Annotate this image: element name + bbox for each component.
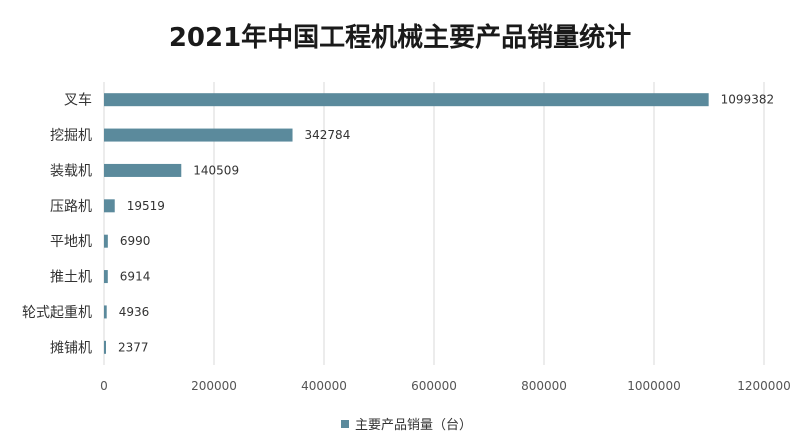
x-tick-label: 1200000 (737, 379, 790, 393)
legend: 主要产品销量（台） (341, 418, 472, 433)
category-label: 装载机 (50, 163, 92, 179)
value-label: 342784 (305, 128, 351, 142)
value-label: 6990 (120, 234, 151, 248)
chart-title: 2021年中国工程机械主要产品销量统计 (169, 22, 631, 53)
x-tick-label: 800000 (521, 379, 567, 393)
legend-swatch (341, 420, 349, 428)
category-label: 平地机 (50, 234, 92, 250)
bars (104, 93, 709, 354)
bar (104, 234, 108, 248)
x-tick-label: 1000000 (627, 379, 680, 393)
category-label: 摊铺机 (50, 340, 92, 356)
bar (104, 128, 293, 142)
category-label: 推土机 (50, 270, 92, 286)
bar (104, 305, 107, 319)
x-axis-ticks: 0 200000 400000 600000 800000 1000000 1200000 (100, 379, 791, 393)
value-label: 2377 (118, 340, 149, 354)
bar (104, 270, 108, 284)
category-label: 压路机 (50, 199, 92, 215)
gridlines (103, 82, 765, 365)
value-label: 6914 (120, 270, 151, 284)
x-tick-label: 400000 (301, 379, 347, 393)
value-label: 1099382 (721, 93, 774, 107)
legend-label: 主要产品销量（台） (355, 418, 472, 433)
value-labels: 1099382 342784 140509 19519 6990 6914 4936 2377 (118, 93, 774, 355)
category-label: 叉车 (64, 92, 92, 109)
value-label: 140509 (193, 163, 239, 177)
value-label: 4936 (119, 305, 150, 319)
x-tick-label: 200000 (191, 379, 237, 393)
value-label: 19519 (127, 199, 165, 213)
category-label: 轮式起重机 (22, 305, 92, 321)
category-label: 挖掘机 (50, 128, 92, 144)
bar (104, 199, 115, 213)
bar (104, 340, 106, 354)
x-tick-label: 0 (100, 379, 108, 393)
bar (104, 163, 182, 177)
x-tick-label: 600000 (411, 379, 457, 393)
bar (104, 93, 709, 107)
